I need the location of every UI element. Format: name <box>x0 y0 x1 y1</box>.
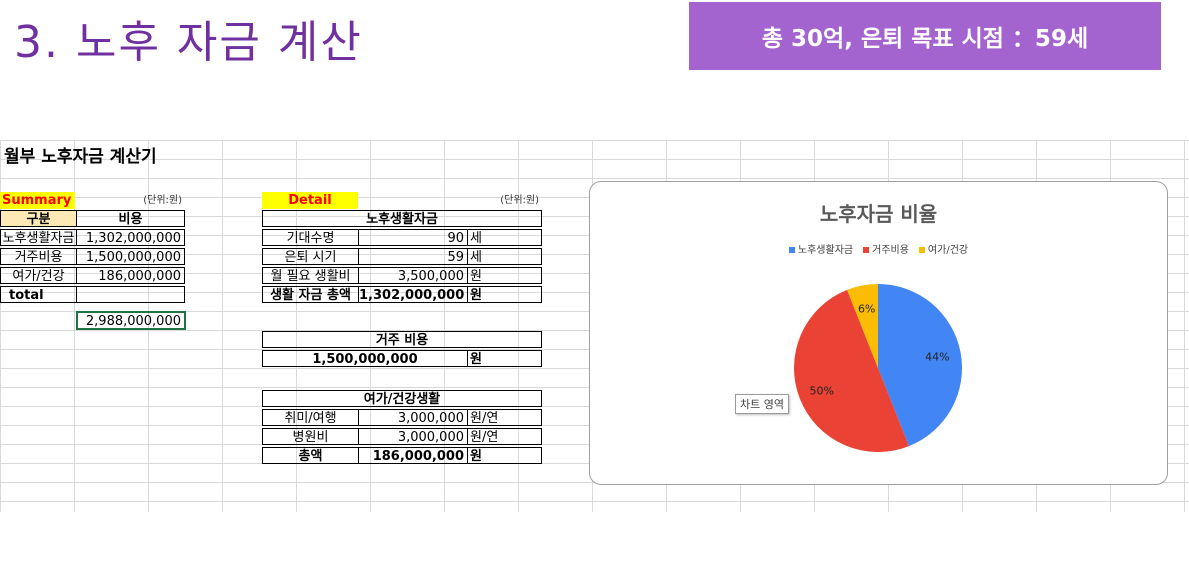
summary-row-label: 여가/건강 <box>0 267 77 284</box>
summary-header-cost: 비용 <box>76 210 185 227</box>
pie-data-label: 44% <box>925 351 949 364</box>
summary-total-empty[interactable] <box>76 286 185 303</box>
chart-legend: 노후생활자금 거주비용 여가/건강 <box>590 241 1167 256</box>
summary-total-label: total <box>0 286 77 303</box>
pie-chart[interactable]: 44% 50% 6% <box>590 182 1167 484</box>
leisure-row-label: 취미/여행 <box>262 409 359 426</box>
living-row-value[interactable]: 3,500,000 <box>358 267 468 284</box>
leisure-row-unit: 원/연 <box>467 428 542 445</box>
pie-data-label: 50% <box>810 384 834 397</box>
housing-header: 거주 비용 <box>262 331 542 348</box>
living-row-label: 월 필요 생활비 <box>262 267 359 284</box>
legend-label: 거주비용 <box>872 245 909 256</box>
housing-value[interactable]: 1,500,000,000 <box>262 350 468 367</box>
summary-row-label: 거주비용 <box>0 248 77 265</box>
legend-label: 노후생활자금 <box>797 245 854 256</box>
legend-item: 여가/건강 <box>918 241 969 256</box>
pie-slice[interactable] <box>794 289 909 452</box>
leisure-row-value[interactable]: 3,000,000 <box>358 428 468 445</box>
goal-badge: 총 30억, 은퇴 목표 시점 ：59세 <box>689 2 1161 70</box>
legend-swatch <box>863 247 870 253</box>
legend-item: 노후생활자금 <box>788 241 854 256</box>
pie-slice[interactable] <box>878 284 962 447</box>
leisure-row-value[interactable]: 186,000,000 <box>358 447 468 464</box>
leisure-row-label: 총액 <box>262 447 359 464</box>
detail-label: Detail <box>262 192 358 209</box>
chart-area[interactable]: 노후자금 비율 노후생활자금 거주비용 여가/건강 44% 50% 6% <box>589 181 1168 485</box>
leisure-row-unit: 원 <box>467 447 542 464</box>
living-row-label: 기대수명 <box>262 229 359 246</box>
living-row-label: 생활 자금 총액 <box>262 286 359 303</box>
legend-item: 거주비용 <box>863 241 909 256</box>
summary-unit: (단위:원) <box>143 195 182 206</box>
living-row-unit: 세 <box>467 248 542 265</box>
leisure-row-unit: 원/연 <box>467 409 542 426</box>
chart-title: 노후자금 비율 <box>819 202 938 226</box>
living-row-value[interactable]: 59 <box>358 248 468 265</box>
selected-cell-total-value[interactable]: 2,988,000,000 <box>76 311 186 330</box>
slide-title: 3. 노후 자금 계산 <box>14 17 363 68</box>
living-row-unit: 원 <box>467 286 542 303</box>
leisure-row-label: 병원비 <box>262 428 359 445</box>
legend-swatch <box>918 247 925 253</box>
summary-row-value[interactable]: 186,000,000 <box>76 267 185 284</box>
summary-header-category: 구분 <box>0 210 77 227</box>
housing-unit: 원 <box>467 350 542 367</box>
detail-unit: (단위:원) <box>500 195 539 206</box>
legend-swatch <box>788 247 795 253</box>
living-row-unit: 원 <box>467 267 542 284</box>
living-header: 노후생활자금 <box>262 210 542 227</box>
summary-label: Summary <box>0 192 75 209</box>
living-row-label: 은퇴 시기 <box>262 248 359 265</box>
living-row-value[interactable]: 1,302,000,000 <box>358 286 468 303</box>
chart-area-tooltip: 차트 영역 <box>735 394 789 414</box>
summary-row-label: 노후생활자금 <box>0 229 77 246</box>
summary-row-value[interactable]: 1,302,000,000 <box>76 229 185 246</box>
pie-data-label: 6% <box>858 303 875 316</box>
legend-label: 여가/건강 <box>927 245 969 256</box>
living-row-unit: 세 <box>467 229 542 246</box>
summary-row-value[interactable]: 1,500,000,000 <box>76 248 185 265</box>
leisure-header: 여가/건강생활 <box>262 390 542 407</box>
sheet-title: 월부 노후자금 계산기 <box>4 147 157 167</box>
leisure-row-value[interactable]: 3,000,000 <box>358 409 468 426</box>
pie-slice[interactable] <box>847 284 878 368</box>
living-row-value[interactable]: 90 <box>358 229 468 246</box>
